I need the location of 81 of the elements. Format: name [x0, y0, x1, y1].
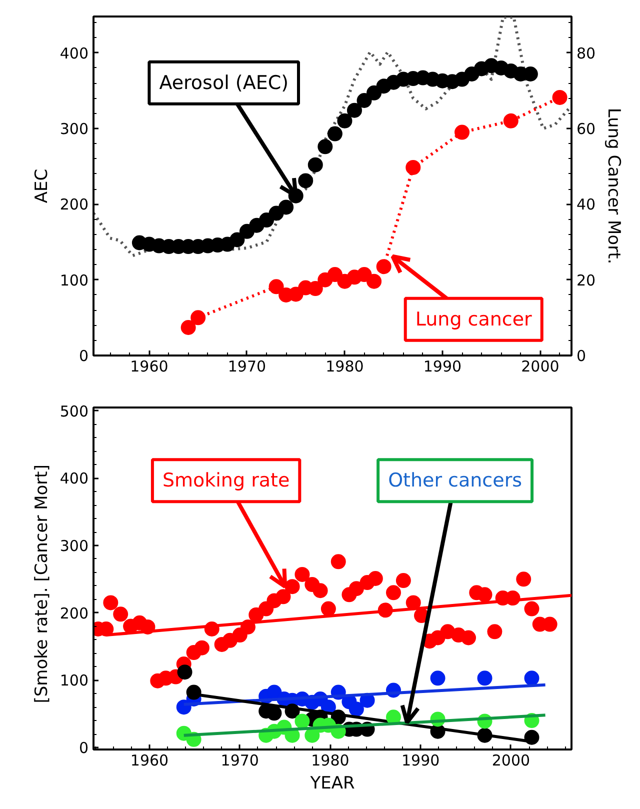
y2-tick-label: 0	[576, 347, 586, 365]
point	[337, 113, 352, 128]
y2-tick-label: 60	[576, 120, 596, 138]
x-tick-label: 1970	[220, 752, 259, 770]
x-tick-label: 1980	[311, 752, 350, 770]
x-tick-label: 2000	[521, 358, 560, 376]
point	[318, 139, 333, 154]
point	[294, 566, 310, 582]
y-tick-label: 300	[60, 120, 89, 138]
point	[356, 93, 372, 108]
point	[366, 85, 382, 100]
y-tick-label: 500	[60, 402, 89, 420]
point	[376, 259, 392, 274]
x-tick-label: 1980	[326, 358, 364, 376]
point	[396, 573, 411, 588]
point	[194, 640, 210, 656]
annotation: Lung cancer	[415, 308, 532, 330]
annotation: Smoking rate	[162, 470, 290, 492]
y-axis-title: [Smoke rate]. [Cancer Mort]	[32, 464, 52, 704]
point	[266, 706, 282, 721]
point	[320, 601, 336, 616]
y-tick-label: 400	[60, 44, 89, 62]
point	[524, 670, 540, 686]
point	[487, 624, 502, 640]
x-tick-label: 2000	[492, 752, 530, 770]
line-series	[94, 16, 572, 258]
point	[460, 630, 476, 646]
point	[406, 160, 421, 175]
point	[278, 200, 294, 215]
y-tick-label: 0	[78, 738, 89, 757]
point	[524, 601, 540, 616]
point	[298, 173, 314, 188]
point	[386, 585, 401, 600]
point	[180, 320, 196, 335]
point	[327, 126, 342, 142]
point	[276, 589, 291, 604]
point	[366, 274, 382, 289]
y2-tick-label: 80	[576, 44, 596, 62]
y2-axis-title: Lung Cancer Mort.	[604, 108, 624, 264]
y-tick-label: 300	[60, 537, 89, 556]
point	[190, 310, 206, 326]
y-tick-label: 100	[60, 672, 89, 690]
point	[346, 102, 362, 118]
y-tick-label: 0	[78, 347, 89, 365]
point	[230, 232, 245, 248]
x-tick-label: 1990	[402, 752, 440, 770]
point	[430, 670, 446, 686]
point	[368, 571, 383, 586]
y-tick-label: 100	[60, 271, 89, 290]
point	[477, 587, 492, 602]
point	[516, 572, 532, 587]
x-tick-label: 1960	[130, 752, 169, 770]
y2-tick-label: 40	[576, 196, 596, 214]
y2-tick-label: 20	[576, 271, 596, 290]
point	[268, 279, 284, 294]
annotation: Aerosol (AEC)	[159, 72, 288, 94]
point	[103, 595, 118, 610]
y-tick-label: 200	[60, 196, 89, 214]
point	[259, 212, 274, 228]
y-tick-label: 400	[60, 470, 89, 488]
point	[348, 581, 364, 596]
point	[284, 579, 300, 594]
point	[294, 714, 310, 729]
x-tick-label: 1970	[228, 358, 266, 376]
y-axis-title: AEC	[32, 168, 52, 204]
point	[552, 90, 568, 105]
x-tick-label: 1990	[423, 358, 462, 376]
point	[477, 670, 492, 686]
y-tick-label: 200	[60, 604, 89, 622]
x-tick-label: 1960	[130, 358, 168, 376]
point	[454, 124, 470, 140]
point	[312, 583, 328, 598]
point	[308, 157, 323, 172]
point	[113, 606, 128, 622]
x-axis-title: YEAR	[309, 774, 355, 794]
point	[327, 267, 342, 282]
point	[348, 702, 364, 717]
point	[503, 113, 518, 128]
point	[177, 664, 192, 680]
annotation: Other cancers	[388, 470, 522, 492]
point	[330, 554, 346, 570]
